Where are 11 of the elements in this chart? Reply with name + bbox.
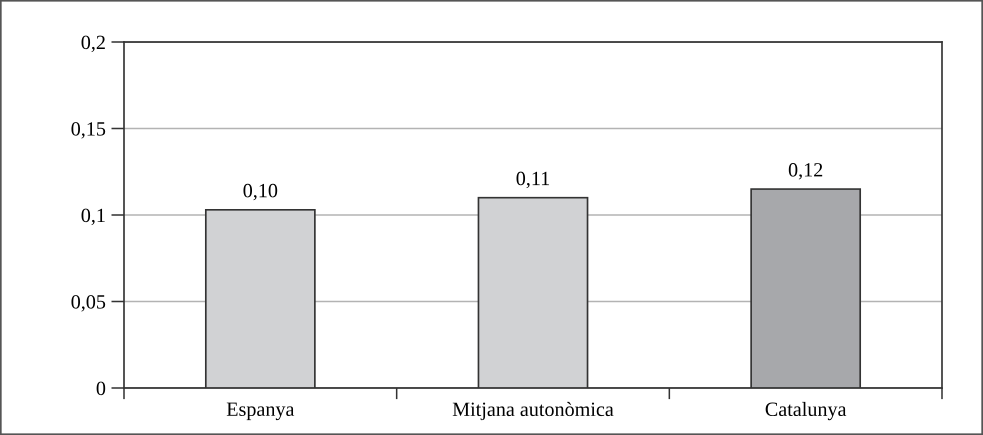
y-tick-label: 0,15 bbox=[71, 122, 106, 139]
data-label: 0,12 bbox=[788, 163, 822, 180]
y-tick-label: 0,05 bbox=[71, 295, 106, 312]
y-tick-label: 0 bbox=[96, 382, 106, 396]
x-tick-label: Catalunya bbox=[766, 402, 846, 420]
x-tick-label: Mitjana autonòmica bbox=[452, 402, 614, 420]
x-tick-label: Espanya bbox=[226, 402, 294, 420]
data-label: 0,11 bbox=[516, 172, 550, 188]
y-tick-label: 0,1 bbox=[82, 208, 105, 226]
data-label: 0,10 bbox=[243, 184, 278, 200]
y-tick-label: 0,2 bbox=[82, 36, 105, 52]
